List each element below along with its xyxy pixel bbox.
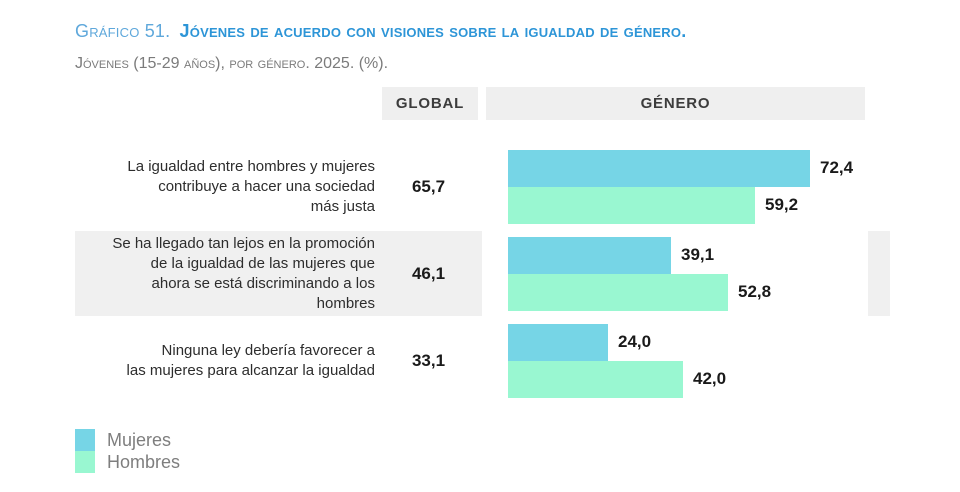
global-value: 65,7	[411, 176, 446, 196]
mujeres-bar	[508, 323, 608, 361]
mujeres-bar-line: 72,4	[508, 149, 854, 187]
hombres-legend-swatch	[75, 451, 95, 473]
global-value: 46,1	[411, 263, 446, 283]
chart-rows: La igualdad entre hombres y mujeres cont…	[75, 143, 960, 404]
hombres-bar-line: 42,0	[508, 360, 727, 398]
mujeres-value-label: 24,0	[618, 332, 652, 351]
global-value: 33,1	[411, 350, 446, 370]
bar-group: 72,4 59,2	[508, 149, 854, 224]
mujeres-bar-line: 24,0	[508, 323, 726, 361]
mujeres-bar	[508, 236, 671, 274]
row-highlight-band-right-fragment	[868, 231, 890, 316]
legend-item-hombres: Hombres	[75, 451, 960, 473]
hombres-value-label: 42,0	[693, 369, 727, 388]
category-label: La igualdad entre hombres y mujeres cont…	[127, 157, 375, 215]
hombres-bar	[508, 186, 755, 224]
hombres-value-label: 52,8	[738, 282, 772, 301]
column-header-spacer	[75, 87, 382, 120]
mujeres-legend-swatch	[75, 429, 95, 451]
genero-column-header: GÉNERO	[486, 87, 865, 120]
row-label-area: La igualdad entre hombres y mujeres cont…	[75, 157, 482, 217]
row-label-area: Se ha llegado tan lejos en la promoción …	[75, 234, 482, 314]
bar-group: 39,1 52,8	[508, 236, 772, 311]
mujeres-value-label: 72,4	[820, 158, 854, 177]
category-label: Ninguna ley debería favorecer a las muje…	[126, 341, 375, 379]
mujeres-bar	[508, 149, 810, 187]
legend-item-mujeres: Mujeres	[75, 429, 960, 451]
hombres-bar-line: 59,2	[508, 186, 853, 224]
row-label-area: Ninguna ley debería favorecer a las muje…	[75, 341, 482, 381]
chart-row: Se ha llegado tan lejos en la promoción …	[75, 230, 960, 317]
mujeres-legend-label: Mujeres	[107, 429, 172, 450]
chart-row: La igualdad entre hombres y mujeres cont…	[75, 143, 960, 230]
chart-title-prefix: Gráfico 51.	[75, 21, 171, 41]
column-headers: GLOBAL GÉNERO	[75, 87, 960, 120]
legend: Mujeres Hombres	[75, 429, 960, 473]
hombres-bar-line: 52,8	[508, 273, 772, 311]
mujeres-value-label: 39,1	[681, 245, 715, 264]
chart-title-main: Jóvenes de acuerdo con visiones sobre la…	[179, 21, 687, 41]
hombres-legend-label: Hombres	[107, 451, 181, 472]
bar-group: 24,0 42,0	[508, 323, 727, 398]
hombres-value-label: 59,2	[765, 195, 799, 214]
category-label: Se ha llegado tan lejos en la promoción …	[112, 234, 375, 312]
chart-subtitle: Jóvenes (15-29 años), por género. 2025. …	[75, 55, 389, 72]
global-column-header: GLOBAL	[382, 87, 478, 120]
chart-row: Ninguna ley debería favorecer a las muje…	[75, 317, 960, 404]
row-highlight-band	[75, 231, 482, 316]
chart-title: Gráfico 51. Jóvenes de acuerdo con visio…	[75, 20, 960, 42]
mujeres-bar-line: 39,1	[508, 236, 771, 274]
hombres-bar	[508, 360, 683, 398]
hombres-bar	[508, 273, 728, 311]
